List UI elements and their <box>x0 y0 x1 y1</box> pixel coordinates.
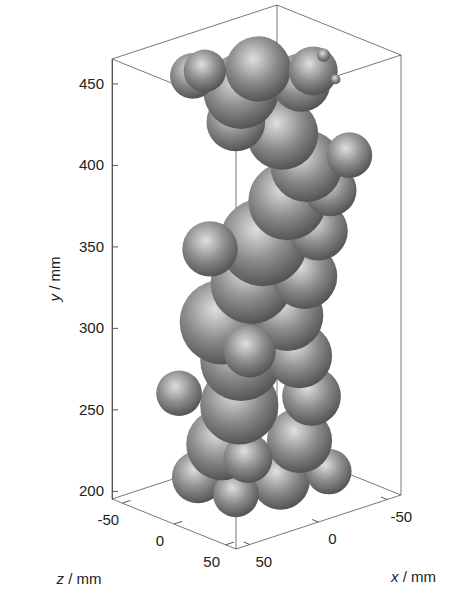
surface-blob <box>327 132 373 178</box>
isosurface <box>156 36 372 517</box>
x-tick-mark <box>312 520 318 523</box>
surface-blob <box>226 36 291 101</box>
surface-blob <box>184 50 226 92</box>
y-tick-mark <box>112 409 118 410</box>
y-tick: 450 <box>79 75 118 92</box>
y-tick-mark <box>112 165 118 166</box>
surface-blob <box>182 221 237 276</box>
y-tick: 200 <box>79 482 118 499</box>
y-tick: 400 <box>79 156 118 173</box>
x-tick-mark <box>244 542 250 545</box>
y-axis: 200 250 300 350 400 450 <box>79 60 118 500</box>
y-axis-line <box>112 60 113 500</box>
z-axis-title: z / mm <box>56 570 102 587</box>
y-tick-mark <box>112 83 118 84</box>
z-axis: -50 0 50 <box>97 500 233 569</box>
z-tick-mark <box>226 542 234 545</box>
y-tick-mark <box>112 491 118 492</box>
surface-blob <box>331 75 341 85</box>
y-tick-label: 450 <box>79 75 104 92</box>
y-tick-label: 350 <box>79 238 104 255</box>
x-tick-mark <box>381 497 387 500</box>
z-tick-mark <box>122 500 130 503</box>
y-tick: 350 <box>79 238 118 255</box>
chart: 200 250 300 350 400 450 -50 0 50 -50 0 50 z / mm x / … <box>0 0 462 615</box>
z-tick-mark <box>174 521 182 524</box>
x-tick-label: 0 <box>328 530 336 547</box>
surface-blob <box>317 49 330 62</box>
z-tick-label: 50 <box>203 553 220 570</box>
x-tick-label: 50 <box>255 553 272 570</box>
y-tick-label: 250 <box>79 401 104 418</box>
y-tick: 250 <box>79 401 118 418</box>
y-tick-mark <box>112 328 118 329</box>
y-axis-title: y / mm <box>46 257 63 303</box>
y-tick: 300 <box>79 319 118 336</box>
surface-blob <box>156 370 202 416</box>
y-tick-label: 300 <box>79 319 104 336</box>
box-edge <box>112 59 113 499</box>
box-edge <box>401 55 402 495</box>
y-tick-label: 200 <box>79 482 104 499</box>
x-tick-label: -50 <box>390 508 412 525</box>
z-tick-label: -50 <box>97 511 119 528</box>
x-axis-title: x / mm <box>390 568 436 585</box>
box-edge <box>236 495 401 549</box>
x-axis: -50 0 50 <box>244 497 413 570</box>
box-edge <box>277 5 401 55</box>
y-tick-mark <box>112 246 118 247</box>
surface-blob <box>224 325 276 377</box>
box-frame <box>112 5 401 549</box>
surface-blob <box>289 46 338 95</box>
z-tick-label: 0 <box>156 532 164 549</box>
y-tick-label: 400 <box>79 156 104 173</box>
